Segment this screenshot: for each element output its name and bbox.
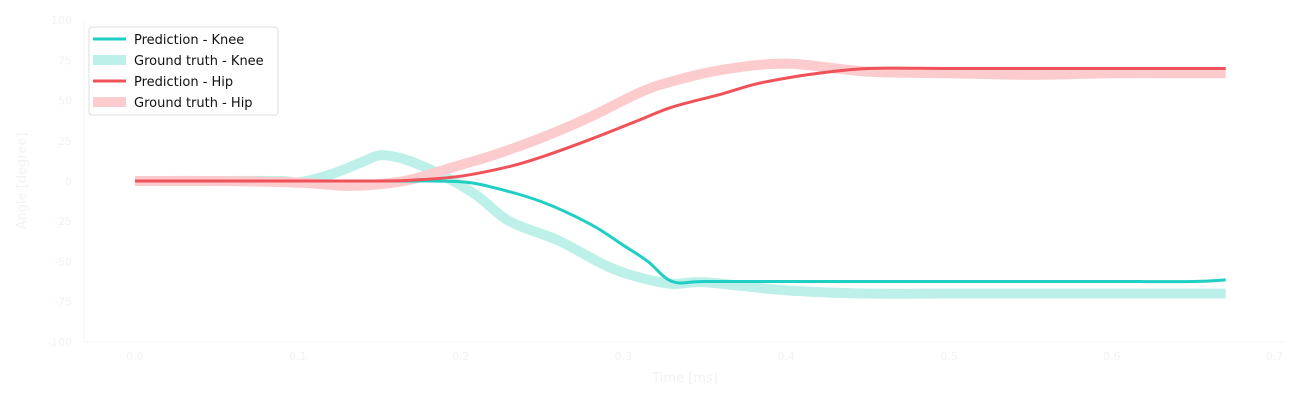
series-line-prediction-hip: [134, 66, 1226, 183]
series-line-ground-truth-knee: [134, 150, 1226, 299]
x-tick-labels: 0.0 0.1 0.2 0.3 0.4 0.5 0.6 0.7: [126, 350, 1283, 363]
series-line-prediction-knee: [134, 179, 1226, 285]
x-tick-label: 0.5: [940, 350, 958, 363]
x-tick-label: 0.4: [777, 350, 795, 363]
y-tick-label: -25: [54, 215, 72, 228]
legend-label-prediction-hip: Prediction - Hip: [134, 75, 233, 90]
x-axis-label: Time [ms]: [651, 371, 718, 386]
y-tick-labels: -100 -75 -50 -25 0 25 50 75 100: [47, 14, 72, 349]
x-tick-label: 0.2: [452, 350, 470, 363]
legend: Prediction - Knee Ground truth - Knee Pred…: [88, 26, 279, 116]
legend-box: [88, 26, 279, 116]
y-tick-label: 100: [51, 14, 72, 27]
legend-items: Prediction - Knee Ground truth - Knee Pred…: [93, 33, 264, 111]
y-axis-label: Angle [degree]: [15, 133, 30, 230]
y-tick-label: 25: [58, 135, 72, 148]
y-tick-label: -50: [54, 255, 72, 268]
legend-label-ground-truth-hip: Ground truth - Hip: [134, 96, 253, 111]
legend-label-prediction-knee: Prediction - Knee: [134, 33, 244, 48]
chart-axes: [83, 20, 1284, 343]
series-lines: [134, 58, 1226, 299]
x-tick-label: 0.0: [126, 350, 144, 363]
y-tick-label: -75: [54, 296, 72, 309]
y-tick-label: 0: [65, 175, 72, 188]
x-tick-label: 0.1: [289, 350, 307, 363]
y-tick-label: 75: [58, 54, 72, 67]
y-tick-label: 50: [58, 95, 72, 108]
x-tick-label: 0.3: [615, 350, 633, 363]
x-tick-label: 0.6: [1103, 350, 1121, 363]
y-tick-label: -100: [47, 336, 72, 349]
series-line-ground-truth-hip: [134, 58, 1226, 191]
x-tick-label: 0.7: [1266, 350, 1284, 363]
legend-label-ground-truth-knee: Ground truth - Knee: [134, 54, 264, 69]
